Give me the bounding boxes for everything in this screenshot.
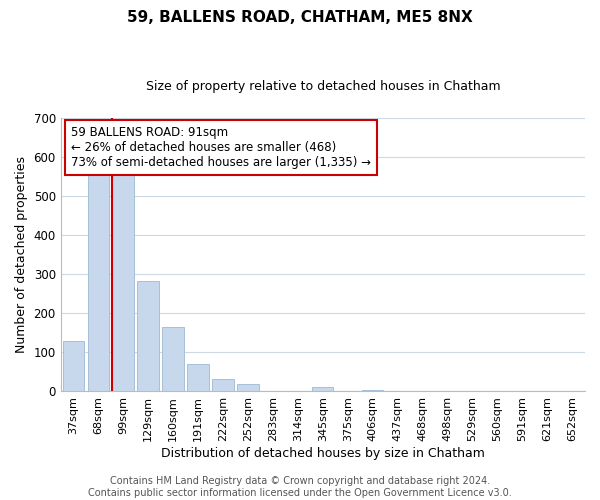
Text: 59 BALLENS ROAD: 91sqm
← 26% of detached houses are smaller (468)
73% of semi-de: 59 BALLENS ROAD: 91sqm ← 26% of detached… [71, 126, 371, 169]
Bar [137, 281, 158, 392]
Text: Contains HM Land Registry data © Crown copyright and database right 2024.
Contai: Contains HM Land Registry data © Crown c… [88, 476, 512, 498]
Bar [362, 390, 383, 392]
Bar [212, 378, 233, 392]
Title: Size of property relative to detached houses in Chatham: Size of property relative to detached ho… [146, 80, 500, 93]
Bar [88, 174, 109, 392]
Bar [112, 174, 134, 392]
Bar [163, 327, 184, 392]
X-axis label: Distribution of detached houses by size in Chatham: Distribution of detached houses by size … [161, 447, 485, 460]
Y-axis label: Number of detached properties: Number of detached properties [15, 156, 28, 353]
Bar [62, 340, 84, 392]
Bar [312, 387, 334, 392]
Bar [187, 364, 209, 392]
Text: 59, BALLENS ROAD, CHATHAM, ME5 8NX: 59, BALLENS ROAD, CHATHAM, ME5 8NX [127, 10, 473, 25]
Bar [238, 384, 259, 392]
